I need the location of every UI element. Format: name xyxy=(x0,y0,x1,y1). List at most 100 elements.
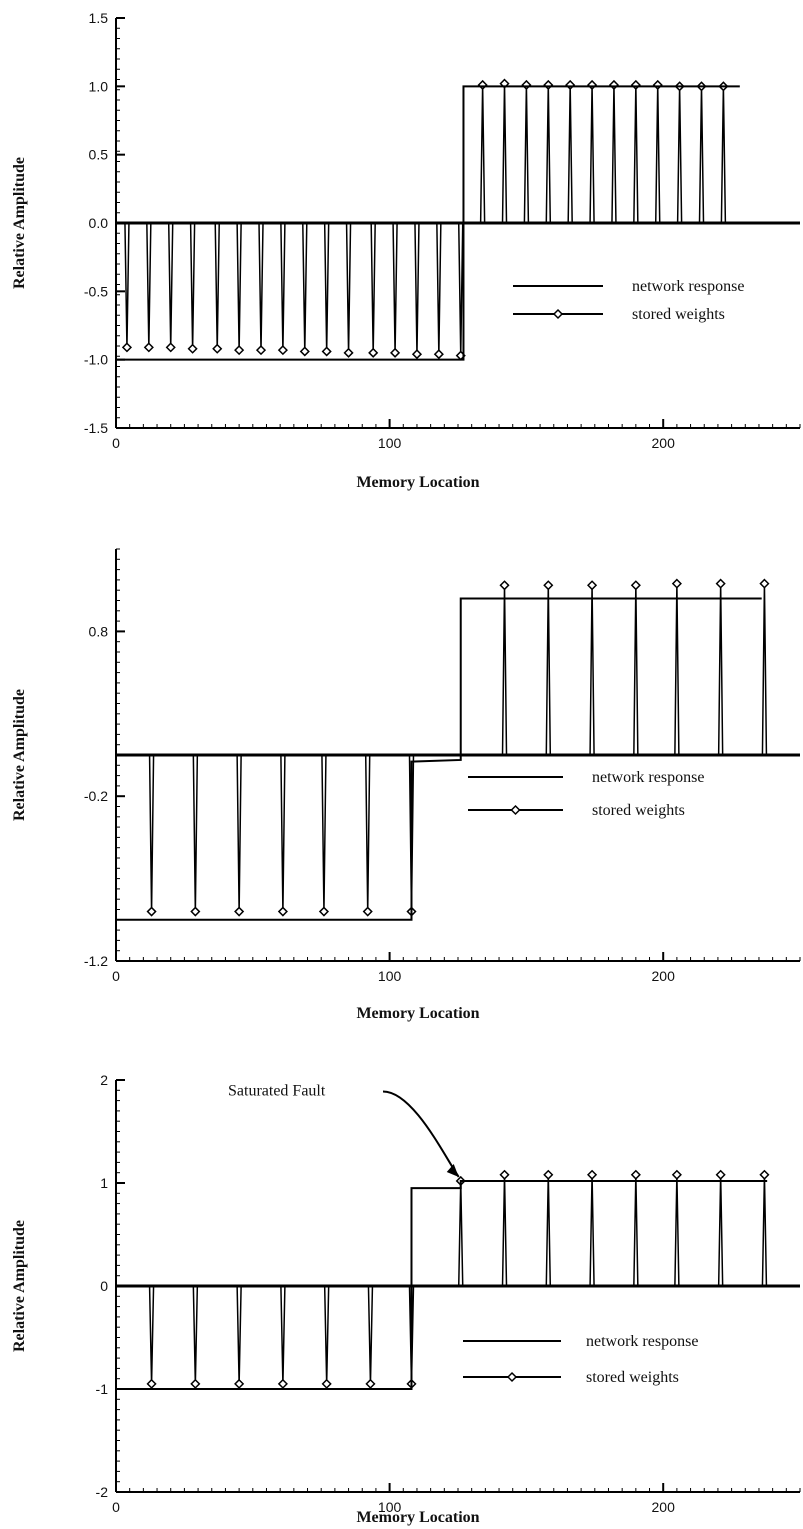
stored-weight-spike xyxy=(236,754,242,912)
stored-weight-spike xyxy=(545,84,552,224)
stored-weight-spike xyxy=(148,754,155,912)
stored-weight-point xyxy=(212,343,223,354)
series-network-response xyxy=(116,85,740,361)
y-axis-title: Relative Amplitude xyxy=(11,689,28,821)
stored-weight-spike xyxy=(611,84,617,224)
stored-weight-point xyxy=(499,580,510,591)
annotation-saturated-fault: Saturated Fault xyxy=(228,1082,460,1178)
stored-weight-spike xyxy=(501,83,508,224)
stored-weight-spike xyxy=(414,222,420,355)
stored-weight-point xyxy=(365,1378,376,1389)
stored-weight-point xyxy=(477,79,488,91)
stored-weight-spike xyxy=(321,754,327,912)
stored-weight-point xyxy=(499,1169,510,1180)
stored-weight-point xyxy=(759,1169,770,1180)
x-axis-title: Memory Location xyxy=(356,1005,479,1022)
stored-weight-point xyxy=(433,349,444,360)
stored-weight-spike xyxy=(545,1174,552,1287)
stored-weight-spike xyxy=(148,1285,155,1384)
stored-weight-point xyxy=(321,346,332,357)
series-stored-weights xyxy=(116,578,800,917)
stored-weight-point xyxy=(543,580,554,591)
stored-weight-point xyxy=(630,79,641,91)
stored-weight-point xyxy=(715,1169,726,1180)
stored-weight-spike xyxy=(633,84,639,224)
stored-weight-point xyxy=(146,1378,157,1389)
stored-weight-spike xyxy=(589,84,595,224)
y-tick-label: -0.2 xyxy=(84,788,108,804)
stored-weight-point xyxy=(190,906,201,917)
stored-weight-spike xyxy=(501,585,508,756)
stored-weight-point xyxy=(759,578,770,589)
stored-weight-point xyxy=(390,347,401,358)
stored-weight-spike xyxy=(761,1174,768,1287)
x-tick-label: 100 xyxy=(378,1499,402,1515)
x-tick-label: 200 xyxy=(652,435,676,451)
stored-weight-spike xyxy=(146,222,152,348)
annotation-arrow xyxy=(382,1090,460,1178)
stored-weight-spike xyxy=(370,222,376,353)
stored-weight-point xyxy=(671,578,682,589)
stored-weight-spike xyxy=(280,754,286,912)
stored-weight-spike xyxy=(589,585,595,756)
x-axis-title: Memory Location xyxy=(356,1509,479,1526)
stored-weight-spike xyxy=(236,1285,242,1384)
y-tick-label: 2 xyxy=(100,1072,108,1088)
stored-weight-point xyxy=(277,1378,288,1389)
y-axis-title: Relative Amplitude xyxy=(11,1220,28,1352)
stored-weight-spike xyxy=(323,222,330,352)
stored-weight-spike xyxy=(258,222,264,351)
y-axis-title: Relative Amplitude xyxy=(11,157,28,289)
stored-weight-spike xyxy=(698,86,705,224)
stored-weight-point xyxy=(587,1169,598,1180)
series-stored-weights xyxy=(116,1169,800,1389)
legend: network response stored weights xyxy=(468,769,704,819)
stored-weight-point xyxy=(630,1169,641,1180)
y-tick-label: 0.5 xyxy=(89,147,109,163)
stored-weight-point xyxy=(587,580,598,591)
x-tick-label: 200 xyxy=(652,1499,676,1515)
annotation-arrowhead xyxy=(446,1163,459,1177)
x-tick-label: 0 xyxy=(112,435,120,451)
stored-weight-spike xyxy=(280,222,286,351)
stored-weight-point xyxy=(234,345,245,356)
y-tick-label: -1 xyxy=(96,1381,109,1397)
stored-weight-spike xyxy=(717,583,724,756)
stored-weight-point xyxy=(165,342,176,353)
stored-weight-spike xyxy=(345,222,352,353)
stored-weight-spike xyxy=(457,222,464,356)
stored-weight-point xyxy=(362,906,373,917)
chart-panel-bottom: -2 -1 0 1 2 0 100 200 Memory Location Relative Am… xyxy=(11,1072,801,1526)
stored-weight-point xyxy=(411,349,423,360)
stored-weight-point xyxy=(121,342,133,353)
stored-weight-spike xyxy=(367,1285,374,1384)
legend-marker-stored-weights xyxy=(552,308,564,320)
x-tick-label: 200 xyxy=(652,968,676,984)
stored-weight-point xyxy=(565,79,576,91)
series-stored-weights xyxy=(116,78,800,361)
x-axis-title: Memory Location xyxy=(356,474,479,491)
stored-weight-spike xyxy=(214,222,220,349)
series-network-response xyxy=(116,597,762,921)
x-tick-label: 0 xyxy=(112,1499,120,1515)
y-tick-label: -1.2 xyxy=(84,953,108,969)
y-tick-label: -1.0 xyxy=(84,352,108,368)
stored-weight-point xyxy=(277,906,288,917)
stored-weight-point xyxy=(652,79,663,91)
stored-weight-point xyxy=(321,1378,332,1389)
y-tick-label: 1.5 xyxy=(89,10,109,26)
stored-weight-point xyxy=(521,79,532,91)
stored-weight-spike xyxy=(364,754,371,912)
stored-weight-spike xyxy=(654,84,661,224)
legend-label-stored-weights: stored weights xyxy=(586,1369,679,1386)
stored-weight-point xyxy=(234,906,245,917)
stored-weight-spike xyxy=(589,1174,595,1287)
stored-weight-point xyxy=(277,345,288,356)
stored-weight-point xyxy=(543,1169,554,1180)
legend: network response stored weights xyxy=(513,278,744,323)
stored-weight-spike xyxy=(674,583,680,756)
legend-label-network-response: network response xyxy=(592,769,704,786)
stored-weight-point xyxy=(587,79,598,91)
stored-weight-point xyxy=(343,347,354,358)
